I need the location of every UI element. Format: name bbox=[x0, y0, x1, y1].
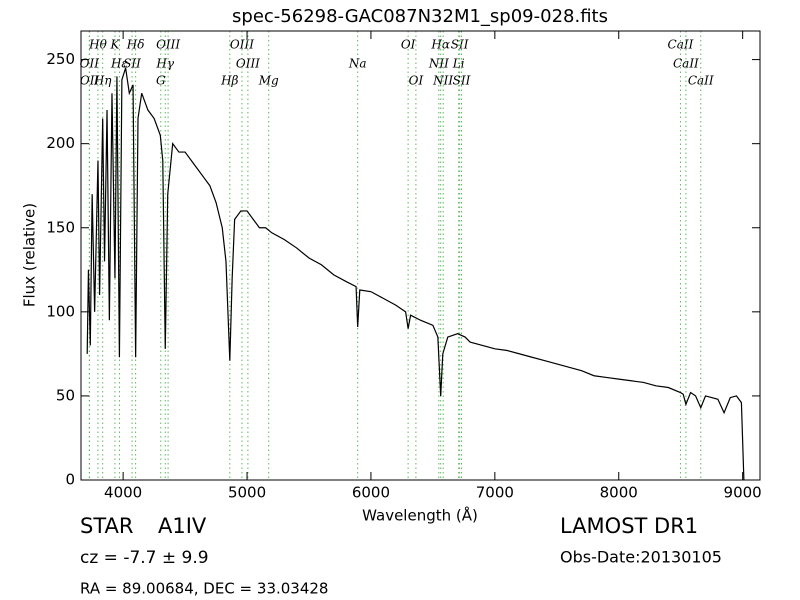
chart-title: spec-56298-GAC087N32M1_sp09-028.fits bbox=[232, 6, 608, 27]
x-tick-label: 9000 bbox=[724, 484, 762, 502]
line-label: K bbox=[109, 38, 120, 52]
line-label: Hδ bbox=[126, 38, 145, 52]
coordinates: RA = 89.00684, DEC = 33.03428 bbox=[80, 580, 328, 598]
y-tick-label: 50 bbox=[56, 386, 75, 404]
line-label: CaII bbox=[668, 38, 694, 52]
line-label: SII bbox=[451, 38, 469, 52]
y-tick-label: 250 bbox=[46, 50, 75, 68]
line-label: CaII bbox=[673, 57, 699, 71]
x-tick-label: 5000 bbox=[228, 484, 266, 502]
line-label: OIII bbox=[230, 38, 254, 52]
line-label: NII bbox=[428, 57, 449, 71]
spectrum-line bbox=[86, 67, 745, 481]
obs-date: Obs-Date:20130105 bbox=[560, 548, 722, 567]
x-tick-label: 6000 bbox=[352, 484, 390, 502]
survey: LAMOST DR1 bbox=[560, 514, 698, 538]
line-label: OII bbox=[80, 74, 100, 88]
line-label: SII bbox=[123, 57, 141, 71]
plot-frame bbox=[80, 30, 761, 481]
line-label: OIII bbox=[236, 57, 260, 71]
x-tick-label: 7000 bbox=[476, 484, 514, 502]
line-label: Mg bbox=[258, 74, 279, 88]
line-label: CaII bbox=[688, 74, 714, 88]
y-axis-label: Flux (relative) bbox=[21, 203, 39, 307]
line-label: Hγ bbox=[155, 57, 174, 71]
y-tick-label: 150 bbox=[46, 218, 75, 236]
line-label: G bbox=[156, 74, 166, 88]
y-tick-label: 100 bbox=[46, 302, 75, 320]
x-axis-label: Wavelength (Å) bbox=[362, 506, 478, 525]
line-label: Hβ bbox=[220, 74, 238, 88]
line-label: Hη bbox=[93, 74, 112, 88]
x-tick-label: 8000 bbox=[600, 484, 638, 502]
line-label: Na bbox=[348, 57, 367, 71]
subclass: A1IV bbox=[158, 514, 207, 538]
line-label: Hα bbox=[430, 38, 450, 52]
y-tick-label: 0 bbox=[65, 471, 75, 489]
line-label: NII bbox=[432, 74, 453, 88]
line-label: OI bbox=[401, 38, 416, 52]
line-label: Hθ bbox=[88, 38, 107, 52]
line-label: SII bbox=[453, 74, 471, 88]
line-label: OIII bbox=[156, 38, 180, 52]
y-tick-label: 200 bbox=[46, 134, 75, 152]
object-class: STAR bbox=[80, 514, 133, 538]
line-label: Hε bbox=[110, 57, 128, 71]
line-label: OI bbox=[409, 74, 424, 88]
line-label: Li bbox=[452, 57, 465, 71]
x-tick-label: 4000 bbox=[104, 484, 142, 502]
redshift: cz = -7.7 ± 9.9 bbox=[80, 548, 209, 568]
